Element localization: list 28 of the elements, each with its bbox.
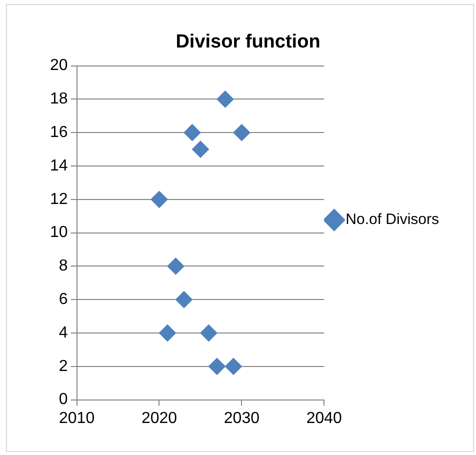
y-tick-label: 12 <box>50 190 68 208</box>
legend-label: No.of Divisors <box>346 211 440 228</box>
y-tick-label: 20 <box>50 57 68 74</box>
x-tick-label: 2030 <box>224 410 260 427</box>
point <box>192 140 209 158</box>
point <box>184 124 201 142</box>
y-tick-label: 14 <box>50 157 68 174</box>
y-tick-label: 18 <box>50 90 68 108</box>
y-tick-label: 0 <box>58 391 68 408</box>
x-tick-label: 2020 <box>141 410 178 427</box>
point <box>167 258 184 275</box>
point <box>216 90 234 108</box>
chart-title: Divisor function <box>176 32 320 53</box>
y-tick-label: 2 <box>58 358 68 375</box>
point <box>224 358 242 375</box>
y-tick-label: 8 <box>58 258 68 275</box>
point <box>150 190 168 208</box>
x-tick-label: 2040 <box>306 410 342 427</box>
x-tick-label: 2010 <box>59 410 95 427</box>
point <box>158 324 176 342</box>
y-tick-label: 16 <box>50 124 68 142</box>
y-tick-label: 4 <box>58 324 68 342</box>
point <box>233 124 250 142</box>
y-tick-label: 6 <box>58 291 68 308</box>
point <box>208 358 226 375</box>
y-tick-label: 10 <box>50 224 68 242</box>
point <box>175 291 192 308</box>
point <box>200 324 218 342</box>
